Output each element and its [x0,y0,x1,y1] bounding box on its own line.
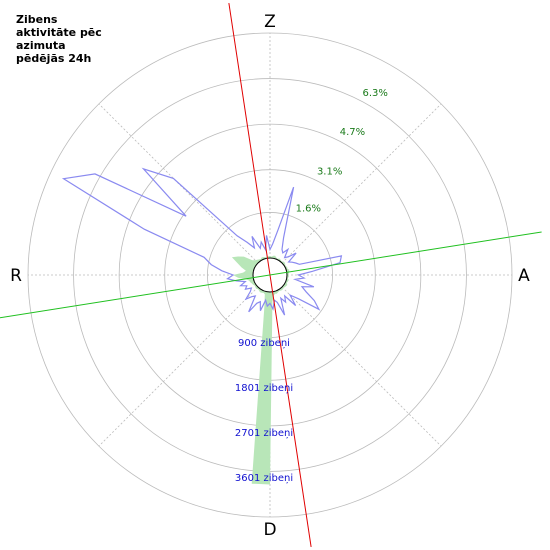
axis-line [0,231,542,319]
percent-line [61,167,343,316]
count-tick-label: 1801 zibeņi [235,383,293,394]
direction-label: Z [264,12,276,32]
percent-tick-label: 3.1% [317,167,342,178]
title-line: azimuta [16,39,66,52]
count-tick-label: 3601 zibeņi [235,473,293,484]
percent-tick-label: 1.6% [296,204,321,215]
count-tick-label: 2701 zibeņi [235,428,293,439]
grid-spoke [281,286,442,447]
percent-tick-label: 6.3% [363,88,388,99]
title-line: pēdējās 24h [16,52,91,65]
count-area [231,255,290,485]
count-tick-label: 900 zibeņi [238,338,290,349]
direction-label: D [263,520,276,540]
title-line: aktivitāte pēc [16,26,102,39]
grid-spoke [281,103,442,264]
direction-label: R [10,266,22,286]
title-line: Zibens [16,13,58,26]
title: Zibens aktivitāte pēc azimuta pēdējās 24… [16,13,102,65]
grid-spoke [98,286,259,447]
percent-tick-label: 4.7% [340,127,365,138]
direction-label: A [518,266,530,286]
